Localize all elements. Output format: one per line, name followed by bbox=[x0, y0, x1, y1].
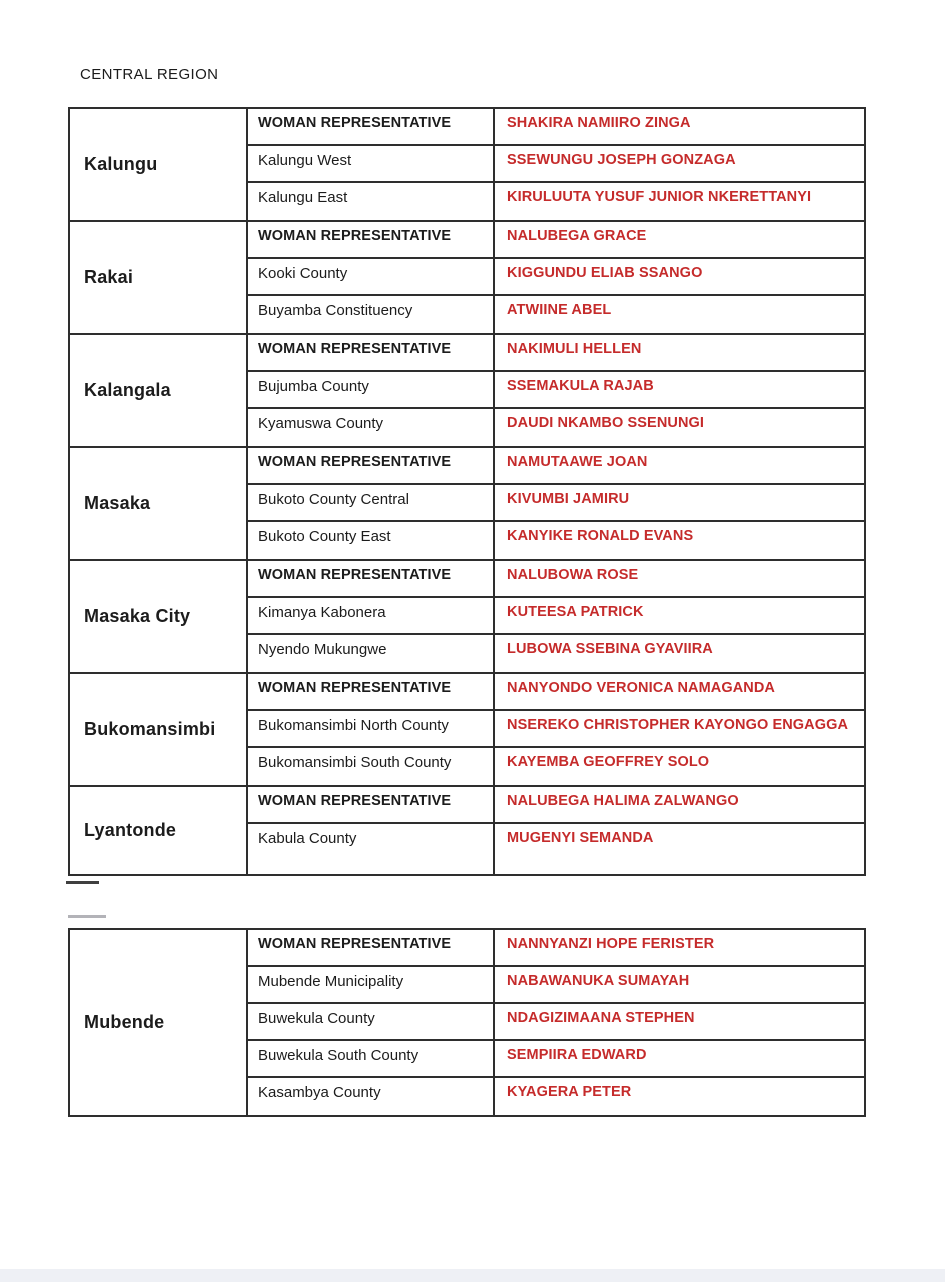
district-block-bukomansimbi: Bukomansimbi WOMAN REPRESENTATIVE NANYON… bbox=[70, 674, 864, 787]
seat-label: Kabula County bbox=[248, 824, 495, 874]
table-row: Bukomansimbi South County KAYEMBA GEOFFR… bbox=[248, 748, 864, 785]
representative-name: NALUBOWA ROSE bbox=[507, 567, 639, 583]
representative-name: ATWIINE ABEL bbox=[507, 302, 612, 318]
bottom-scan-strip bbox=[0, 1269, 945, 1282]
table-row: Mubende Municipality NABAWANUKA SUMAYAH bbox=[248, 967, 864, 1004]
table-row: Buwekula South County SEMPIIRA EDWARD bbox=[248, 1041, 864, 1078]
seat-label: Buwekula County bbox=[248, 1004, 495, 1039]
table-row: WOMAN REPRESENTATIVE NALUBEGA GRACE bbox=[248, 222, 864, 259]
table-row: Bukoto County East KANYIKE RONALD EVANS bbox=[248, 522, 864, 559]
seat-label: Kooki County bbox=[248, 259, 495, 294]
seat-label: Kimanya Kabonera bbox=[248, 598, 495, 633]
table-row: Kabula County MUGENYI SEMANDA bbox=[248, 824, 864, 874]
seat-label: Kyamuswa County bbox=[248, 409, 495, 446]
central-region-table-1: Kalungu WOMAN REPRESENTATIVE SHAKIRA NAM… bbox=[68, 107, 866, 876]
representative-name: NALUBEGA HALIMA ZALWANGO bbox=[507, 793, 739, 809]
seat-label: WOMAN REPRESENTATIVE bbox=[248, 335, 495, 370]
table-row: Bukoto County Central KIVUMBI JAMIRU bbox=[248, 485, 864, 522]
stray-line-gray bbox=[68, 915, 106, 918]
table-row: WOMAN REPRESENTATIVE NANNYANZI HOPE FERI… bbox=[248, 930, 864, 967]
stray-line-dark bbox=[66, 881, 99, 884]
seat-label: Nyendo Mukungwe bbox=[248, 635, 495, 672]
table-row: Bujumba County SSEMAKULA RAJAB bbox=[248, 372, 864, 409]
representative-name: DAUDI NKAMBO SSENUNGI bbox=[507, 415, 705, 431]
district-name: Kalangala bbox=[70, 335, 248, 446]
district-name: Lyantonde bbox=[70, 787, 248, 874]
seat-label: WOMAN REPRESENTATIVE bbox=[248, 109, 495, 144]
district-block-masaka-city: Masaka City WOMAN REPRESENTATIVE NALUBOW… bbox=[70, 561, 864, 674]
seat-label: WOMAN REPRESENTATIVE bbox=[248, 787, 495, 822]
district-name: Rakai bbox=[70, 222, 248, 333]
representative-name: KYAGERA PETER bbox=[507, 1084, 632, 1100]
representative-name: KIVUMBI JAMIRU bbox=[507, 491, 630, 507]
representative-name: MUGENYI SEMANDA bbox=[507, 830, 654, 846]
table-row: WOMAN REPRESENTATIVE NAMUTAAWE JOAN bbox=[248, 448, 864, 485]
district-name: Kalungu bbox=[70, 109, 248, 220]
table-row: Buwekula County NDAGIZIMAANA STEPHEN bbox=[248, 1004, 864, 1041]
representative-name: NAMUTAAWE JOAN bbox=[507, 454, 648, 470]
table-row: WOMAN REPRESENTATIVE SHAKIRA NAMIIRO ZIN… bbox=[248, 109, 864, 146]
district-block-rakai: Rakai WOMAN REPRESENTATIVE NALUBEGA GRAC… bbox=[70, 222, 864, 335]
district-name: Masaka bbox=[70, 448, 248, 559]
representative-name: KAYEMBA GEOFFREY SOLO bbox=[507, 754, 710, 770]
representative-name: KIRULUUTA YUSUF JUNIOR NKERETTANYI bbox=[507, 189, 812, 205]
table-row: Kimanya Kabonera KUTEESA PATRICK bbox=[248, 598, 864, 635]
seat-label: WOMAN REPRESENTATIVE bbox=[248, 674, 495, 709]
representative-name: SHAKIRA NAMIIRO ZINGA bbox=[507, 115, 691, 131]
table-row: WOMAN REPRESENTATIVE NALUBEGA HALIMA ZAL… bbox=[248, 787, 864, 824]
table-row: Kasambya County KYAGERA PETER bbox=[248, 1078, 864, 1115]
representative-name: KANYIKE RONALD EVANS bbox=[507, 528, 694, 544]
table-row: WOMAN REPRESENTATIVE NALUBOWA ROSE bbox=[248, 561, 864, 598]
representative-name: NANNYANZI HOPE FERISTER bbox=[507, 936, 715, 952]
district-name: Masaka City bbox=[70, 561, 248, 672]
table-row: WOMAN REPRESENTATIVE NAKIMULI HELLEN bbox=[248, 335, 864, 372]
seat-label: Buwekula South County bbox=[248, 1041, 495, 1076]
representative-name: SEMPIIRA EDWARD bbox=[507, 1047, 647, 1063]
district-block-masaka: Masaka WOMAN REPRESENTATIVE NAMUTAAWE JO… bbox=[70, 448, 864, 561]
seat-label: Bujumba County bbox=[248, 372, 495, 407]
seat-label: WOMAN REPRESENTATIVE bbox=[248, 930, 495, 965]
representative-name: LUBOWA SSEBINA GYAVIIRA bbox=[507, 641, 713, 657]
representative-name: KIGGUNDU ELIAB SSANGO bbox=[507, 265, 703, 281]
table-row: Nyendo Mukungwe LUBOWA SSEBINA GYAVIIRA bbox=[248, 635, 864, 672]
representative-name: NANYONDO VERONICA NAMAGANDA bbox=[507, 680, 775, 696]
seat-label: Bukoto County East bbox=[248, 522, 495, 559]
representative-name: NABAWANUKA SUMAYAH bbox=[507, 973, 690, 989]
representative-name: NSEREKO CHRISTOPHER KAYONGO ENGAGGA bbox=[507, 717, 849, 733]
table-row: Kalungu West SSEWUNGU JOSEPH GONZAGA bbox=[248, 146, 864, 183]
seat-label: Kasambya County bbox=[248, 1078, 495, 1115]
representative-name: NALUBEGA GRACE bbox=[507, 228, 647, 244]
seat-label: WOMAN REPRESENTATIVE bbox=[248, 561, 495, 596]
seat-label: Bukomansimbi North County bbox=[248, 711, 495, 746]
district-block-mubende: Mubende WOMAN REPRESENTATIVE NANNYANZI H… bbox=[70, 930, 864, 1115]
seat-label: Kalungu East bbox=[248, 183, 495, 220]
representative-name: KUTEESA PATRICK bbox=[507, 604, 644, 620]
page-title: CENTRAL REGION bbox=[80, 66, 219, 83]
table-row: Kyamuswa County DAUDI NKAMBO SSENUNGI bbox=[248, 409, 864, 446]
table-row: Buyamba Constituency ATWIINE ABEL bbox=[248, 296, 864, 333]
seat-label: Bukoto County Central bbox=[248, 485, 495, 520]
seat-label: WOMAN REPRESENTATIVE bbox=[248, 448, 495, 483]
representative-name: SSEMAKULA RAJAB bbox=[507, 378, 654, 394]
table-row: WOMAN REPRESENTATIVE NANYONDO VERONICA N… bbox=[248, 674, 864, 711]
table-row: Bukomansimbi North County NSEREKO CHRIST… bbox=[248, 711, 864, 748]
district-block-kalangala: Kalangala WOMAN REPRESENTATIVE NAKIMULI … bbox=[70, 335, 864, 448]
representative-name: NDAGIZIMAANA STEPHEN bbox=[507, 1010, 695, 1026]
district-name: Bukomansimbi bbox=[70, 674, 248, 785]
seat-label: Kalungu West bbox=[248, 146, 495, 181]
district-name: Mubende bbox=[70, 930, 248, 1115]
district-block-lyantonde: Lyantonde WOMAN REPRESENTATIVE NALUBEGA … bbox=[70, 787, 864, 874]
central-region-table-2: Mubende WOMAN REPRESENTATIVE NANNYANZI H… bbox=[68, 928, 866, 1117]
seat-label: Mubende Municipality bbox=[248, 967, 495, 1002]
table-row: Kalungu East KIRULUUTA YUSUF JUNIOR NKER… bbox=[248, 183, 864, 220]
seat-label: WOMAN REPRESENTATIVE bbox=[248, 222, 495, 257]
representative-name: NAKIMULI HELLEN bbox=[507, 341, 642, 357]
table-row: Kooki County KIGGUNDU ELIAB SSANGO bbox=[248, 259, 864, 296]
representative-name: SSEWUNGU JOSEPH GONZAGA bbox=[507, 152, 736, 168]
seat-label: Buyamba Constituency bbox=[248, 296, 495, 333]
seat-label: Bukomansimbi South County bbox=[248, 748, 495, 785]
district-block-kalungu: Kalungu WOMAN REPRESENTATIVE SHAKIRA NAM… bbox=[70, 109, 864, 222]
